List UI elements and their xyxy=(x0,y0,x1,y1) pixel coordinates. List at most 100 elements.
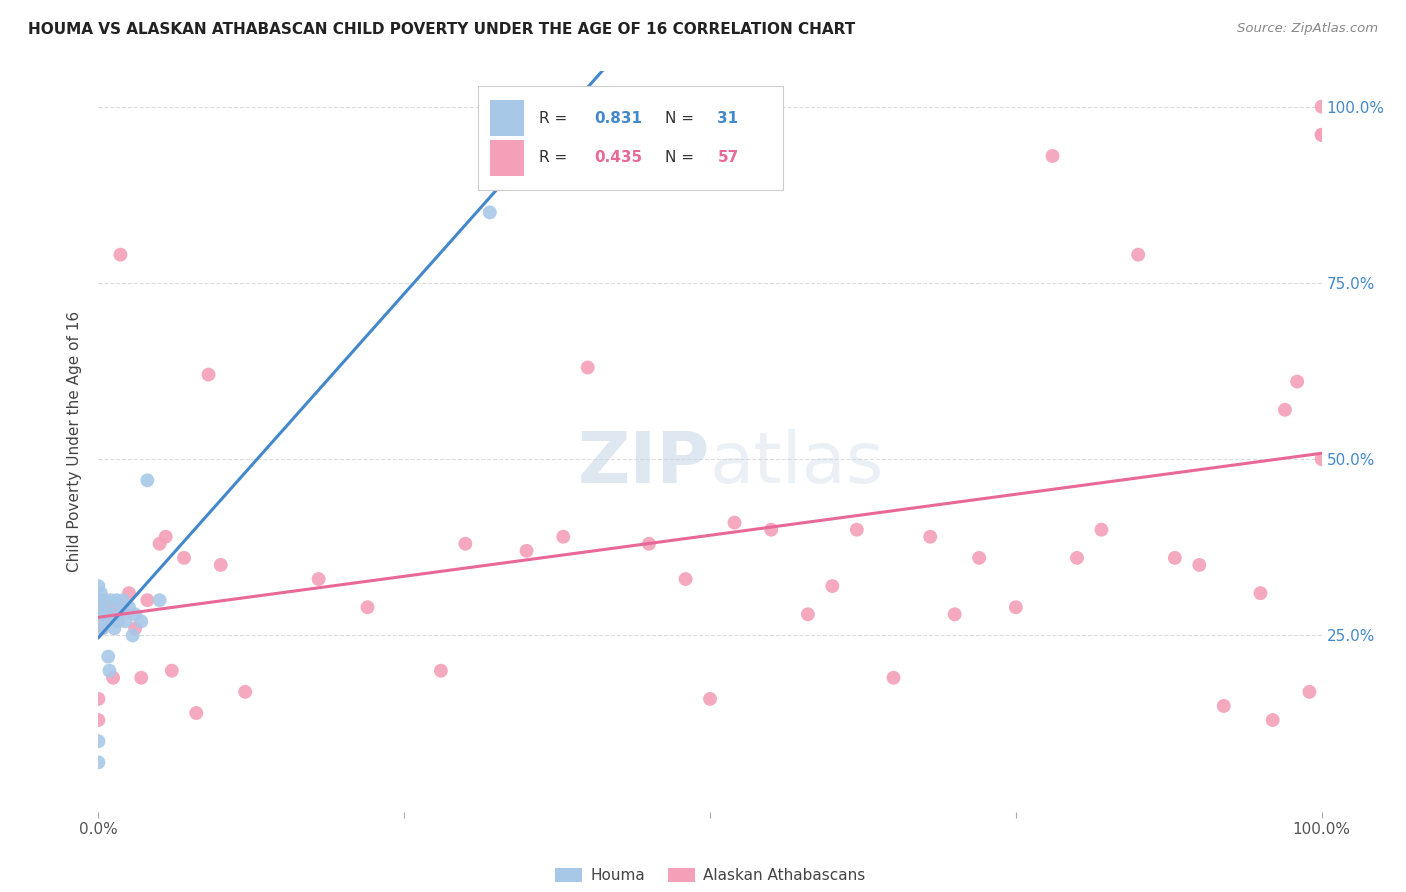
Point xyxy=(114,615,136,629)
Point xyxy=(87,607,110,622)
Text: atlas: atlas xyxy=(710,429,884,499)
Point xyxy=(101,607,124,622)
Point xyxy=(100,593,122,607)
Point xyxy=(478,205,501,219)
Point xyxy=(118,586,141,600)
Point xyxy=(1286,375,1309,389)
Point xyxy=(91,593,114,607)
Point xyxy=(356,600,378,615)
Point xyxy=(209,558,232,572)
Point xyxy=(1066,550,1088,565)
Point xyxy=(1249,586,1271,600)
Point xyxy=(118,600,141,615)
Point xyxy=(136,593,159,607)
Text: 0.831: 0.831 xyxy=(593,111,641,126)
Point xyxy=(515,544,537,558)
Point xyxy=(87,579,110,593)
Point xyxy=(845,523,868,537)
Point xyxy=(173,550,195,565)
Point xyxy=(124,607,146,622)
FancyBboxPatch shape xyxy=(478,87,783,190)
Point xyxy=(87,756,110,770)
Point xyxy=(233,685,256,699)
Point xyxy=(94,607,117,622)
Point xyxy=(503,149,526,163)
Point xyxy=(967,550,990,565)
Point xyxy=(1164,550,1187,565)
Point xyxy=(1310,128,1333,142)
Point xyxy=(1128,248,1150,262)
Point xyxy=(111,600,134,615)
Point xyxy=(129,615,152,629)
Point xyxy=(90,586,112,600)
Point xyxy=(883,671,905,685)
Point xyxy=(1090,523,1112,537)
Point xyxy=(1310,100,1333,114)
Point xyxy=(87,692,110,706)
Point xyxy=(761,523,783,537)
Text: ZIP: ZIP xyxy=(578,429,710,499)
Point xyxy=(920,530,942,544)
Point xyxy=(797,607,820,622)
Point xyxy=(87,734,110,748)
Point xyxy=(675,572,697,586)
Text: 0.435: 0.435 xyxy=(593,151,643,166)
Text: R =: R = xyxy=(538,111,572,126)
Point xyxy=(160,664,183,678)
Point xyxy=(821,579,844,593)
Point xyxy=(97,649,120,664)
Point xyxy=(1298,685,1320,699)
Text: R =: R = xyxy=(538,151,572,166)
Text: HOUMA VS ALASKAN ATHABASCAN CHILD POVERTY UNDER THE AGE OF 16 CORRELATION CHART: HOUMA VS ALASKAN ATHABASCAN CHILD POVERT… xyxy=(28,22,855,37)
Point xyxy=(87,713,110,727)
Text: 31: 31 xyxy=(717,111,738,126)
Point xyxy=(699,692,721,706)
Text: N =: N = xyxy=(665,111,699,126)
Point xyxy=(1310,452,1333,467)
Point xyxy=(1004,600,1026,615)
Point xyxy=(149,537,172,551)
Text: Source: ZipAtlas.com: Source: ZipAtlas.com xyxy=(1237,22,1378,36)
Point xyxy=(136,473,159,487)
Point xyxy=(87,593,110,607)
Point xyxy=(723,516,745,530)
Point xyxy=(105,593,128,607)
Point xyxy=(1310,128,1333,142)
Point xyxy=(124,621,146,635)
Text: 57: 57 xyxy=(717,151,738,166)
Point xyxy=(638,537,661,551)
Point xyxy=(98,664,121,678)
Point xyxy=(93,615,115,629)
Point xyxy=(149,593,172,607)
Point xyxy=(110,248,132,262)
Point xyxy=(101,671,124,685)
Point xyxy=(155,530,177,544)
Point xyxy=(576,360,599,375)
Point xyxy=(103,621,125,635)
Point xyxy=(430,664,453,678)
Point xyxy=(186,706,208,720)
Point xyxy=(943,607,966,622)
Point xyxy=(96,615,118,629)
FancyBboxPatch shape xyxy=(489,140,524,176)
Point xyxy=(105,607,128,622)
Point xyxy=(1274,402,1296,417)
Point xyxy=(91,621,114,635)
Point xyxy=(197,368,219,382)
Point xyxy=(121,628,143,642)
Point xyxy=(1188,558,1211,572)
FancyBboxPatch shape xyxy=(489,100,524,136)
Point xyxy=(111,593,134,607)
Point xyxy=(93,593,115,607)
Point xyxy=(100,600,122,615)
Text: N =: N = xyxy=(665,151,699,166)
Point xyxy=(91,621,114,635)
Legend: Houma, Alaskan Athabascans: Houma, Alaskan Athabascans xyxy=(548,862,872,889)
Point xyxy=(1042,149,1064,163)
Point xyxy=(454,537,477,551)
Y-axis label: Child Poverty Under the Age of 16: Child Poverty Under the Age of 16 xyxy=(67,311,83,572)
Point xyxy=(129,671,152,685)
Point xyxy=(91,600,114,615)
Point xyxy=(110,600,132,615)
Point xyxy=(90,607,112,622)
